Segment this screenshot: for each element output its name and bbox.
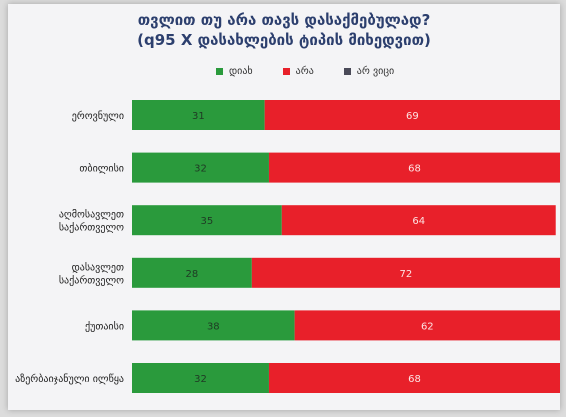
data-label: 72 bbox=[400, 269, 413, 280]
chart-title-block: თვლით თუ არა თავს დასაქმებულად? (q95 X დ… bbox=[8, 10, 560, 50]
legend-swatch-no bbox=[282, 68, 290, 75]
legend-item-yes: დიახ bbox=[216, 66, 253, 77]
data-label: 32 bbox=[194, 164, 207, 175]
legend-label-no: არა bbox=[295, 66, 314, 77]
legend-label-dontknow: არ ვიცი bbox=[356, 66, 395, 77]
bar-segment bbox=[132, 310, 295, 341]
bar-segment bbox=[132, 363, 269, 393]
chart-title: თვლით თუ არა თავს დასაქმებულად? bbox=[137, 11, 431, 29]
category-label: თბილისი bbox=[79, 163, 124, 175]
chart-legend: დიახ არა არ ვიცი bbox=[216, 66, 394, 77]
data-label: 68 bbox=[408, 374, 421, 385]
bar-segment bbox=[132, 205, 282, 236]
category-label: ქუთაისი bbox=[85, 320, 124, 332]
bar-segment bbox=[132, 257, 252, 288]
legend-item-dontknow: არ ვიცი bbox=[343, 66, 395, 77]
data-label: 69 bbox=[406, 111, 419, 122]
bar-segment bbox=[132, 100, 265, 130]
data-label: 68 bbox=[408, 164, 421, 175]
data-label: 38 bbox=[207, 321, 220, 332]
legend-swatch-yes bbox=[216, 68, 223, 75]
category-label: დასავლეთ bbox=[72, 261, 124, 273]
data-label: 28 bbox=[186, 269, 199, 280]
bar-segment bbox=[264, 100, 560, 130]
data-label: 32 bbox=[194, 374, 207, 385]
bar-segment bbox=[294, 310, 560, 341]
bar-segment bbox=[132, 152, 269, 183]
bar-segment bbox=[268, 363, 560, 393]
chart-subtitle: (q95 X დასახლების ტიპის მიხედვით) bbox=[137, 31, 431, 49]
data-label: 31 bbox=[192, 111, 205, 122]
bar-segment bbox=[281, 205, 556, 236]
category-label: ეროვნული bbox=[72, 110, 124, 122]
category-label: აზერბაიჯანული ილწყა bbox=[15, 373, 124, 385]
data-label: 64 bbox=[412, 216, 425, 227]
legend-item-no: არა bbox=[282, 66, 314, 77]
data-label: 62 bbox=[421, 321, 434, 332]
data-label: 35 bbox=[201, 216, 214, 227]
legend-label-yes: დიახ bbox=[229, 66, 253, 77]
bar-segment bbox=[251, 257, 560, 288]
chart-slide: თვლით თუ არა თავს დასაქმებულად? (q95 X დ… bbox=[8, 4, 560, 410]
category-label: აღმოსავლეთ bbox=[59, 209, 124, 221]
legend-swatch-dontknow bbox=[343, 68, 351, 75]
category-label: საქართველო bbox=[59, 222, 124, 234]
bar-segment bbox=[268, 152, 560, 183]
category-label: საქართველო bbox=[59, 274, 124, 286]
